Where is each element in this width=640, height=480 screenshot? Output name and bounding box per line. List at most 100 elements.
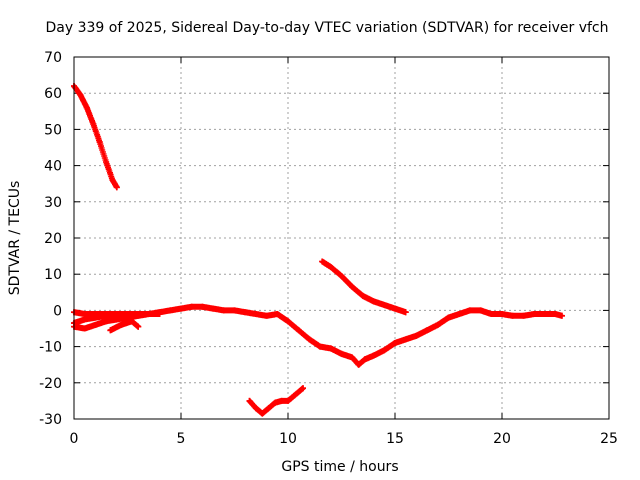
data-point — [231, 307, 238, 314]
data-point — [113, 184, 120, 191]
data-point — [107, 327, 114, 334]
data-point — [242, 309, 249, 316]
data-point — [338, 350, 345, 357]
data-point — [317, 343, 324, 350]
data-point — [488, 311, 495, 317]
series-arc-4 — [107, 318, 142, 334]
data-point — [306, 336, 313, 343]
data-point — [103, 318, 110, 325]
data-point — [558, 312, 565, 319]
data-point — [81, 311, 88, 317]
series-arc-6 — [246, 385, 306, 417]
data-point — [272, 399, 279, 406]
data-point — [285, 397, 291, 404]
data-point — [541, 311, 548, 317]
data-point — [499, 311, 505, 317]
data-point — [113, 316, 120, 323]
data-point — [118, 321, 125, 328]
data-point — [402, 336, 409, 343]
data-point — [300, 385, 306, 392]
tick-labels: 0 5 10 15 20 25 -30 -20 -10 0 10 20 30 40 50 60 70 — [39, 50, 618, 447]
y-tick-label: -10 — [39, 340, 62, 356]
x-tick-label: 5 — [177, 431, 186, 447]
data-point — [220, 307, 227, 314]
data-point — [252, 405, 259, 412]
data-point — [413, 332, 420, 339]
data-point — [90, 121, 97, 127]
series-markers — [71, 83, 120, 191]
y-tick-label: 0 — [53, 303, 62, 319]
y-tick-label: 20 — [44, 231, 62, 247]
data-point — [509, 312, 516, 319]
data-point — [359, 292, 366, 299]
series-arc-5 — [71, 311, 120, 327]
x-tick-label: 20 — [493, 431, 511, 447]
data-point — [445, 314, 452, 321]
data-point — [92, 321, 99, 328]
data-point — [92, 314, 99, 321]
data-point — [434, 321, 441, 328]
data-point — [349, 283, 356, 290]
data-point — [327, 264, 334, 270]
series-arc-1 — [71, 83, 120, 191]
data-point — [466, 307, 473, 314]
data-point — [370, 298, 377, 305]
data-point — [531, 311, 538, 317]
data-point — [355, 361, 362, 368]
data-point — [381, 347, 388, 354]
data-point — [103, 159, 110, 165]
x-tick-label: 0 — [70, 431, 79, 447]
plot-frame — [73, 56, 610, 420]
data-point — [210, 305, 217, 312]
y-tick-label: -30 — [39, 412, 62, 428]
data-point — [109, 177, 116, 184]
data-point — [199, 303, 206, 310]
data-point — [392, 340, 398, 346]
data-point — [278, 397, 285, 404]
chart-title: Day 339 of 2025, Sidereal Day-to-day VTE… — [45, 20, 608, 36]
data-point — [246, 397, 253, 404]
y-tick-label: 70 — [44, 50, 62, 66]
data-point — [338, 273, 345, 279]
data-point — [295, 327, 302, 334]
data-point — [167, 307, 174, 314]
plot-data — [71, 83, 565, 417]
data-point — [135, 312, 142, 319]
data-point — [520, 312, 527, 319]
x-tick-label: 10 — [279, 431, 297, 447]
data-point — [402, 309, 409, 316]
y-axis-label: SDTVAR / TECUs — [7, 181, 23, 296]
data-point — [135, 323, 142, 330]
data-point — [319, 258, 326, 265]
data-point — [370, 352, 377, 359]
data-point — [259, 410, 266, 417]
data-point — [252, 311, 259, 317]
data-point — [113, 311, 120, 317]
x-tick-label: 15 — [386, 431, 404, 447]
data-point — [83, 104, 90, 111]
data-point — [274, 311, 281, 317]
y-tick-label: 40 — [44, 159, 62, 175]
data-point — [128, 318, 135, 325]
data-point — [424, 327, 431, 334]
series-markers — [246, 385, 306, 417]
data-point — [327, 345, 334, 352]
data-point — [362, 356, 368, 363]
data-point — [552, 311, 559, 317]
y-tick-label: 50 — [44, 122, 62, 138]
data-point — [263, 312, 270, 319]
y-tick-label: 10 — [44, 267, 62, 283]
data-point — [456, 311, 463, 317]
data-point — [81, 316, 88, 323]
data-point — [156, 311, 163, 317]
data-point — [178, 305, 184, 312]
grid — [74, 57, 609, 419]
data-point — [103, 312, 110, 319]
x-axis-label: GPS time / hours — [281, 459, 398, 475]
data-point — [285, 318, 291, 325]
data-point — [381, 302, 388, 308]
y-tick-label: 30 — [44, 195, 62, 211]
data-point — [77, 92, 84, 98]
data-point — [392, 305, 398, 312]
